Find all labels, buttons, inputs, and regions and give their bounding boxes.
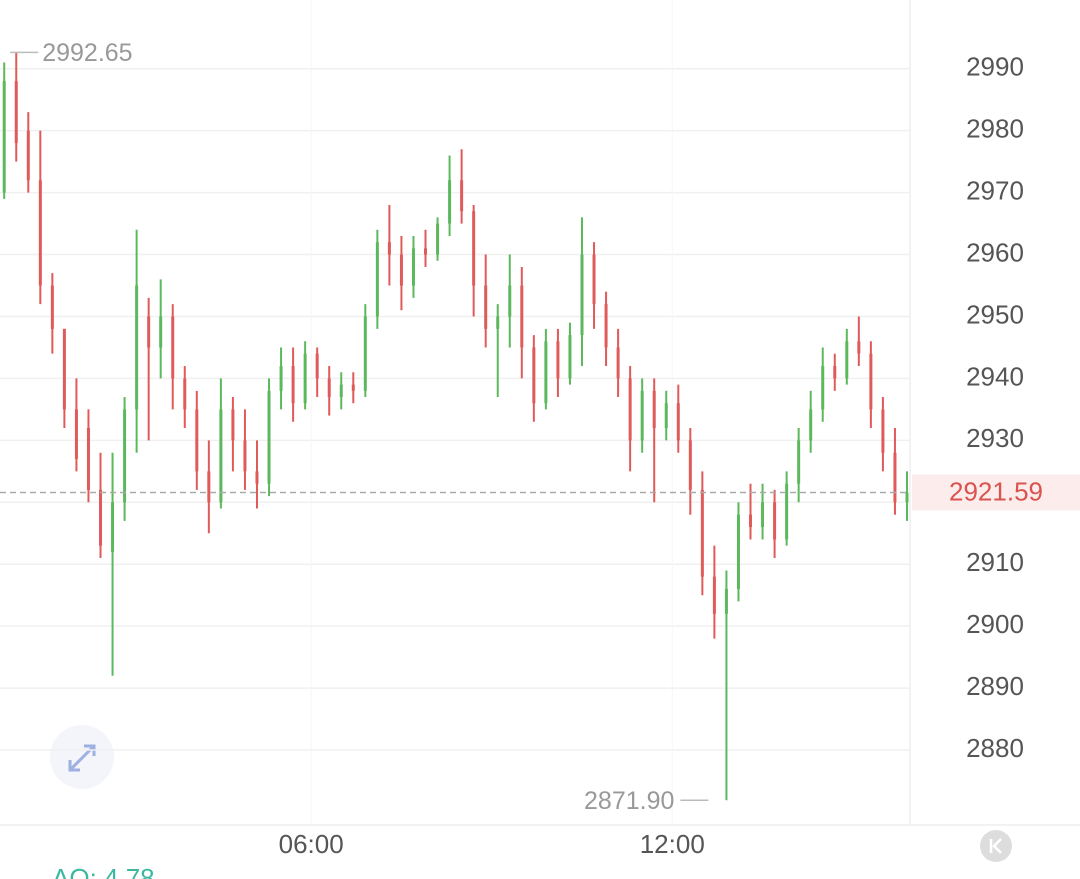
candle-body (809, 409, 813, 441)
y-tick-label: 2940 (966, 361, 1024, 391)
y-tick-label: 2900 (966, 609, 1024, 639)
candle-body (315, 353, 319, 379)
y-tick-label: 2890 (966, 671, 1024, 701)
candle-body (496, 316, 500, 329)
max-label: 2992.65 (42, 39, 132, 67)
candle-body (14, 81, 18, 144)
candle-body (664, 403, 668, 428)
candle-body (399, 254, 403, 286)
candle-body (532, 347, 536, 404)
candle-body (845, 341, 849, 379)
candle-body (484, 285, 488, 329)
candle-body (74, 409, 78, 459)
candle-body (111, 502, 115, 552)
candle-body (640, 390, 644, 441)
candle-body (857, 341, 861, 354)
candle-body (544, 341, 548, 404)
candle-body (255, 471, 259, 484)
candle-body (616, 347, 620, 379)
candle-body (243, 440, 247, 472)
candle-body (628, 378, 632, 441)
candle-body (327, 378, 331, 398)
candle-body (568, 335, 572, 379)
candle-body (592, 254, 596, 305)
candle-body (363, 316, 367, 391)
candle-body (833, 366, 837, 379)
indicator-label: AO: 4.78 (52, 863, 155, 879)
candle-body (688, 440, 692, 490)
x-tick-label: 12:00 (640, 829, 705, 859)
last-price-box (912, 474, 1080, 511)
candle-body (736, 514, 740, 590)
candle-body (749, 514, 753, 528)
candle-body (472, 211, 476, 286)
y-tick-label: 2980 (966, 114, 1024, 144)
candle-body (785, 483, 789, 540)
candle-body (135, 285, 139, 410)
candle-body (2, 81, 6, 193)
scroll-end-button[interactable] (980, 830, 1012, 862)
y-tick-label: 2970 (966, 175, 1024, 205)
candle-body (700, 489, 704, 577)
candle-body (881, 409, 885, 453)
candle-body (195, 409, 199, 472)
candle-body (387, 242, 391, 255)
candle-body (147, 316, 151, 348)
candle-body (712, 576, 716, 614)
candle-body (508, 285, 512, 317)
candle-body (773, 502, 777, 540)
candle-body (448, 180, 452, 224)
candle-body (797, 440, 801, 484)
candle-body (375, 242, 379, 317)
candle-body (351, 384, 355, 391)
y-tick-label: 2930 (966, 423, 1024, 453)
candle-body (123, 409, 127, 503)
candle-body (905, 492, 909, 503)
candle-body (424, 248, 428, 255)
candle-body (520, 285, 524, 348)
candle-body (231, 409, 235, 441)
y-tick-label: 2910 (966, 547, 1024, 577)
candle-body (291, 366, 295, 404)
candle-body (26, 130, 30, 181)
candle-body (38, 180, 42, 286)
candle-body (219, 409, 223, 503)
last-price-label: 2921.59 (949, 476, 1043, 506)
candle-body (159, 316, 163, 348)
candle-body (267, 390, 271, 484)
candle-body (821, 366, 825, 410)
candle-body (86, 427, 90, 490)
y-tick-label: 2880 (966, 733, 1024, 763)
candle-body (436, 223, 440, 255)
y-tick-label: 2950 (966, 299, 1024, 329)
candle-body (652, 390, 656, 428)
candle-body (893, 452, 897, 503)
candle-body (339, 384, 343, 398)
candle-body (580, 254, 584, 336)
candle-body (676, 403, 680, 441)
candle-body (724, 589, 728, 614)
candle-body (604, 304, 608, 348)
candle-body (62, 328, 66, 410)
y-tick-label: 2960 (966, 237, 1024, 267)
candle-body (50, 285, 54, 329)
candle-body (411, 248, 415, 286)
candle-body (761, 502, 765, 528)
candle-body (869, 353, 873, 410)
x-tick-label: 06:00 (279, 829, 344, 859)
candle-body (207, 471, 211, 503)
candle-body (556, 341, 560, 379)
candle-body (99, 489, 103, 546)
candle-body (303, 353, 307, 404)
expand-button[interactable] (50, 725, 114, 789)
min-label: 2871.90 (584, 787, 674, 815)
candle-body (171, 316, 175, 379)
candle-body (183, 378, 187, 410)
y-tick-label: 2990 (966, 52, 1024, 82)
candle-body (279, 366, 283, 391)
candle-body (460, 180, 464, 212)
